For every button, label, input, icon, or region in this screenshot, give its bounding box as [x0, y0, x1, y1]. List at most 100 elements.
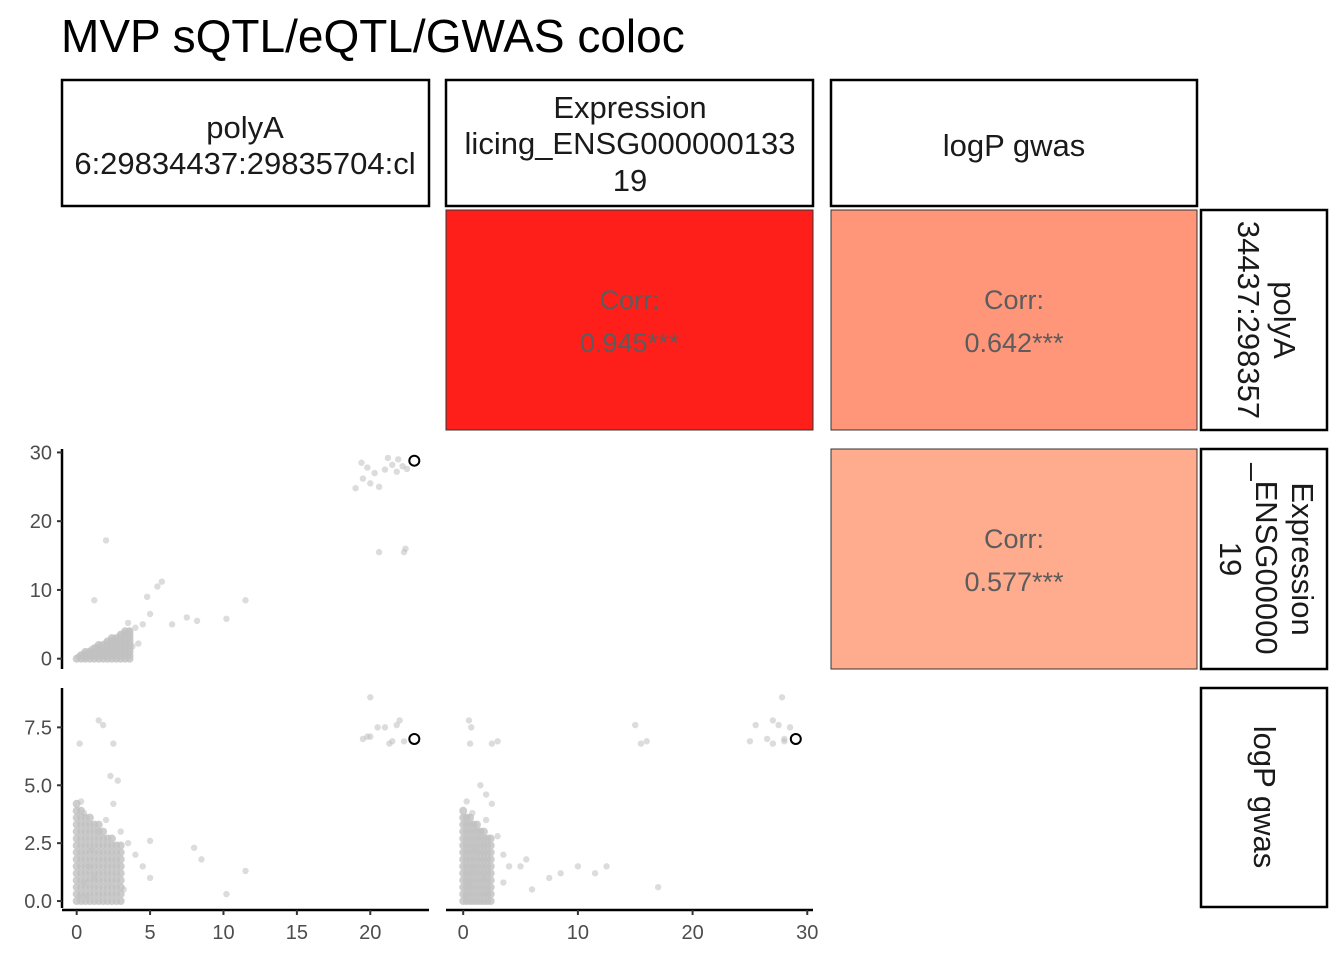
dense-point-logp-vs-polya-119 — [116, 897, 125, 906]
column-strip-logp: logP gwas — [829, 78, 1199, 208]
point-expression-vs-polya-41 — [389, 461, 396, 469]
point-expression-vs-polya-39 — [364, 464, 371, 471]
x-tick-label-expression-3: 30 — [796, 922, 818, 944]
dense-point-logp-vs-expression-85 — [479, 827, 488, 836]
dense-point-logp-vs-expression-102 — [486, 855, 495, 864]
point-logp-gwas-vs-expression-21 — [523, 856, 530, 863]
row-strip-logp-label: logP gwas — [1247, 726, 1282, 868]
row-strip-expression-line2: _ENSG00000 — [1249, 462, 1284, 654]
corr-label-polya-logp-gwas: Corr: — [984, 285, 1044, 315]
point-expression-vs-polya-46 — [394, 456, 402, 463]
point-logp-gwas-vs-expression-31 — [632, 721, 639, 729]
point-logp-gwas-vs-expression-25 — [574, 863, 582, 870]
dense-point-logp-vs-expression-39 — [466, 813, 475, 822]
point-expression-vs-polya-21 — [124, 619, 132, 627]
dense-point-logp-vs-expression-104 — [486, 841, 495, 850]
dense-point-logp-vs-polya-54 — [85, 813, 94, 822]
column-strip-expression-line2: licing_ENSG000000133 — [465, 126, 796, 161]
highlight-point-logp-gwas-vs-expression — [789, 732, 802, 745]
dense-point-logp-vs-polya-78 — [94, 820, 103, 829]
dense-point-logp-vs-expression-100 — [486, 869, 495, 878]
y-tick-label-expression-1: 10 — [30, 580, 52, 602]
point-logp-gwas-vs-polya-23 — [223, 890, 230, 898]
point-logp-gwas-vs-expression-16 — [466, 740, 474, 747]
point-logp-gwas-vs-polya-15 — [114, 777, 121, 784]
point-expression-vs-polya-17 — [158, 578, 166, 585]
point-logp-gwas-vs-polya-30 — [374, 724, 381, 731]
point-logp-gwas-vs-expression-40 — [769, 740, 777, 747]
y-tick-label-logp-gwas-3: 7.5 — [24, 717, 52, 739]
point-logp-gwas-vs-polya-20 — [146, 837, 154, 845]
point-expression-vs-polya-29 — [135, 640, 142, 647]
point-logp-gwas-vs-expression-20 — [517, 863, 524, 870]
column-strip-polyA: polyA 6:29834437:29835704:cl — [60, 78, 431, 208]
point-expression-vs-polya-47 — [375, 483, 383, 491]
point-logp-gwas-vs-polya-18 — [76, 740, 83, 747]
point-expression-vs-polya-36 — [359, 475, 367, 482]
point-logp-gwas-vs-polya-36 — [367, 694, 374, 701]
row-strip-expression-line1: Expression — [1285, 482, 1320, 635]
point-logp-gwas-vs-expression-10 — [463, 798, 470, 805]
y-tick-label-logp-gwas-2: 5.0 — [24, 775, 52, 797]
dense-point-logp-vs-polya-127 — [116, 841, 125, 850]
column-strip-expression: Expression licing_ENSG000000133 19 — [444, 78, 815, 208]
point-logp-gwas-vs-polya-16 — [95, 717, 102, 724]
y-tick-label-expression-3: 30 — [30, 442, 52, 464]
point-logp-gwas-vs-expression-13 — [482, 791, 490, 798]
point-expression-vs-polya-40 — [381, 466, 389, 473]
point-expression-vs-polya-38 — [371, 469, 378, 477]
corr-value-expression-logp-gwas: 0.577*** — [964, 567, 1064, 597]
x-tick-label-expression-1: 10 — [567, 922, 589, 944]
dense-point-logp-vs-polya-123 — [116, 869, 125, 878]
point-logp-gwas-vs-polya-10 — [139, 863, 146, 870]
dense-point-logp-vs-expression-96 — [486, 897, 495, 906]
point-expression-vs-polya-25 — [223, 615, 230, 623]
point-logp-gwas-vs-polya-14 — [107, 772, 114, 780]
dense-point-logp-vs-polya-28 — [77, 806, 86, 815]
column-strip-expression-line3: 19 — [613, 163, 647, 198]
corr-tile-expression-logp-gwas — [830, 448, 1198, 670]
point-logp-gwas-vs-polya-17 — [99, 721, 107, 729]
corr-label-expression-logp-gwas: Corr: — [984, 524, 1044, 554]
corr-tile-polya-logp-gwas — [830, 209, 1198, 431]
y-tick-label-logp-gwas-1: 2.5 — [24, 833, 52, 855]
corr-tile-polya-expression — [445, 209, 814, 431]
corr-value-polya-logp-gwas: 0.642*** — [964, 328, 1064, 358]
dense-point-logp-vs-expression-101 — [486, 862, 495, 871]
point-logp-gwas-vs-expression-19 — [500, 879, 507, 886]
point-expression-vs-polya-42 — [393, 468, 400, 475]
point-logp-gwas-vs-expression-41 — [786, 724, 794, 731]
y-tick-label-expression-0: 0 — [41, 649, 52, 671]
point-logp-gwas-vs-polya-6 — [110, 800, 117, 807]
dense-point-logp-vs-expression-99 — [486, 876, 495, 885]
highlight-point-expression-vs-polya — [408, 454, 421, 467]
point-expression-vs-polya-19 — [102, 537, 110, 544]
corr-label-polya-expression: Corr: — [600, 285, 660, 315]
point-logp-gwas-vs-expression-28 — [654, 883, 662, 891]
x-tick-label-polya-4: 20 — [359, 922, 381, 944]
dense-point-logp-vs-expression-105 — [486, 834, 495, 843]
column-strip-logp-label: logP gwas — [943, 128, 1085, 163]
point-logp-gwas-vs-expression-24 — [557, 870, 564, 877]
point-logp-gwas-vs-expression-15 — [468, 724, 475, 731]
point-logp-gwas-vs-polya-33 — [393, 721, 400, 729]
point-logp-gwas-vs-polya-37 — [400, 738, 408, 745]
x-tick-label-polya-3: 15 — [286, 922, 308, 944]
point-logp-gwas-vs-expression-27 — [603, 863, 610, 870]
point-logp-gwas-vs-expression-9 — [505, 863, 513, 870]
dense-point-logp-vs-expression-13 — [459, 806, 468, 815]
point-expression-vs-polya-45 — [384, 454, 392, 462]
point-expression-vs-polya-16 — [154, 583, 161, 590]
point-logp-gwas-vs-polya-8 — [124, 839, 132, 847]
point-logp-gwas-vs-polya-5 — [102, 816, 110, 824]
point-logp-gwas-vs-polya-7 — [117, 828, 124, 835]
point-logp-gwas-vs-expression-5 — [482, 816, 490, 824]
point-logp-gwas-vs-expression-34 — [746, 738, 754, 745]
point-expression-vs-polya-44 — [403, 465, 411, 473]
point-logp-gwas-vs-expression-17 — [488, 740, 496, 747]
row-strip-expression: Expression _ENSG00000 19 — [1199, 447, 1329, 671]
row-strip-polyA-line2: 34437:298357 — [1231, 221, 1266, 419]
dense-point-logp-vs-polya-126 — [116, 848, 125, 857]
x-tick-label-polya-0: 0 — [71, 922, 82, 944]
dense-point-logp-vs-polya-122 — [116, 876, 125, 885]
